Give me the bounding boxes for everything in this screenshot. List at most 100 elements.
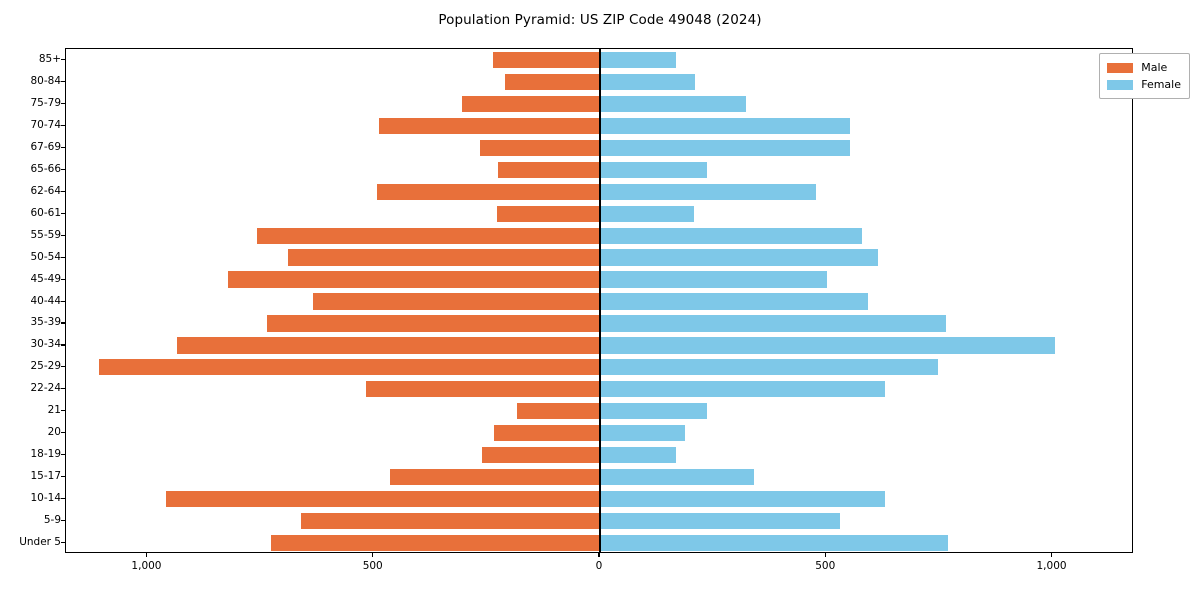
bar-row — [66, 512, 1132, 530]
x-tick-mark — [598, 553, 600, 557]
bar-male[interactable] — [312, 293, 600, 310]
x-tick-label: 0 — [595, 560, 603, 572]
bar-female[interactable] — [600, 117, 850, 134]
bar-male[interactable] — [99, 359, 600, 376]
plot-area — [65, 48, 1133, 553]
y-tick-label: 20 — [47, 426, 61, 439]
y-tick-mark — [61, 124, 65, 126]
bar-row — [66, 403, 1132, 420]
bar-female[interactable] — [600, 139, 850, 156]
bar-male[interactable] — [366, 381, 600, 398]
y-tick-mark — [61, 58, 65, 61]
y-tick-label: 30-34 — [30, 338, 61, 351]
bar-female[interactable] — [600, 315, 947, 332]
bar-female[interactable] — [600, 293, 868, 310]
bar-male[interactable] — [379, 117, 600, 134]
y-tick-mark — [61, 212, 65, 214]
bar-male[interactable] — [496, 205, 600, 222]
bar-female[interactable] — [600, 359, 939, 376]
y-tick-label: 50-54 — [30, 250, 61, 263]
bar-row — [66, 73, 1132, 91]
bar-row — [66, 95, 1132, 112]
y-tick-label: 22-24 — [30, 382, 61, 395]
bar-male[interactable] — [505, 73, 600, 91]
bar-male[interactable] — [266, 315, 600, 332]
y-tick-mark — [61, 498, 65, 500]
bar-female[interactable] — [600, 490, 885, 508]
bar-male[interactable] — [256, 227, 600, 244]
chart-title: Population Pyramid: US ZIP Code 49048 (2… — [438, 12, 762, 28]
bar-male[interactable] — [176, 337, 600, 354]
y-tick-label: 45-49 — [30, 272, 61, 285]
y-tick-label: 21 — [47, 404, 61, 417]
y-tick-mark — [61, 190, 65, 192]
bar-female[interactable] — [600, 425, 686, 442]
bar-male[interactable] — [493, 51, 600, 69]
bar-female[interactable] — [600, 271, 828, 288]
x-tick-mark — [372, 553, 374, 557]
bar-male[interactable] — [301, 512, 600, 530]
x-tick-label: 500 — [815, 560, 836, 572]
bar-row — [66, 205, 1132, 222]
legend-swatch-female — [1107, 79, 1134, 90]
y-tick-mark — [61, 388, 65, 390]
bar-male[interactable] — [494, 425, 600, 442]
legend-entry[interactable]: Female — [1107, 76, 1181, 93]
bar-female[interactable] — [600, 469, 755, 486]
bar-female[interactable] — [600, 403, 707, 420]
bar-male[interactable] — [461, 95, 600, 112]
x-tick-mark — [1050, 553, 1053, 557]
bar-male[interactable] — [389, 469, 600, 486]
bar-row — [66, 447, 1132, 464]
y-tick-mark — [61, 322, 65, 324]
bar-female[interactable] — [600, 512, 841, 530]
y-tick-label: 10-14 — [30, 492, 61, 505]
y-tick-label: 25-29 — [30, 360, 61, 373]
bar-row — [66, 315, 1132, 332]
y-tick-label: 65-66 — [30, 162, 61, 175]
bar-male[interactable] — [516, 403, 600, 420]
bar-female[interactable] — [600, 249, 878, 266]
bar-row — [66, 490, 1132, 508]
y-tick-label: Under 5 — [19, 536, 61, 549]
y-tick-mark — [61, 432, 65, 434]
bar-row — [66, 271, 1132, 288]
bar-female[interactable] — [600, 381, 885, 398]
y-tick-mark — [61, 168, 65, 170]
bar-male[interactable] — [481, 447, 600, 464]
bar-female[interactable] — [600, 73, 695, 91]
bar-row — [66, 293, 1132, 310]
bar-male[interactable] — [288, 249, 600, 266]
chart-legend: Male Female — [1099, 53, 1190, 99]
bar-male[interactable] — [227, 271, 600, 288]
bar-female[interactable] — [600, 337, 1055, 354]
bar-male[interactable] — [270, 534, 600, 552]
bar-male[interactable] — [480, 139, 600, 156]
bar-female[interactable] — [600, 183, 817, 200]
y-tick-mark — [61, 520, 65, 522]
bar-row — [66, 139, 1132, 156]
y-tick-mark — [61, 256, 65, 258]
bar-female[interactable] — [600, 161, 707, 178]
bars-layer — [66, 49, 1132, 552]
bar-female[interactable] — [600, 205, 694, 222]
bar-female[interactable] — [600, 534, 948, 552]
y-tick-mark — [61, 542, 65, 544]
bar-female[interactable] — [600, 51, 677, 69]
y-tick-label: 85+ — [38, 52, 61, 65]
y-tick-label: 67-69 — [30, 140, 61, 153]
bar-male[interactable] — [498, 161, 600, 178]
bar-row — [66, 337, 1132, 354]
bar-female[interactable] — [600, 227, 863, 244]
legend-label: Male — [1141, 61, 1168, 74]
x-tick-label: 500 — [362, 560, 383, 572]
bar-male[interactable] — [165, 490, 600, 508]
bar-female[interactable] — [600, 447, 677, 464]
legend-swatch-male — [1107, 62, 1134, 73]
legend-entry[interactable]: Male — [1107, 59, 1181, 76]
bar-female[interactable] — [600, 95, 747, 112]
y-tick-mark — [61, 410, 65, 412]
x-tick-mark — [145, 553, 147, 557]
bar-row — [66, 51, 1132, 69]
bar-male[interactable] — [377, 183, 600, 200]
